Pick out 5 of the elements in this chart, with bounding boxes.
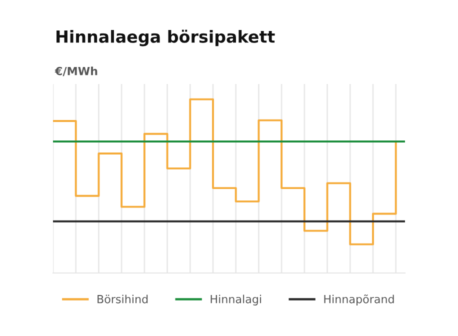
chart-title: Hinnalaega börsipakett	[56, 30, 275, 46]
legend-label: Hinnalagi	[210, 294, 262, 306]
legend-label: Börsihind	[98, 294, 148, 304]
legend-label: Hinnapõrand	[324, 294, 394, 306]
y-axis-title: €/MWh	[54, 66, 98, 76]
